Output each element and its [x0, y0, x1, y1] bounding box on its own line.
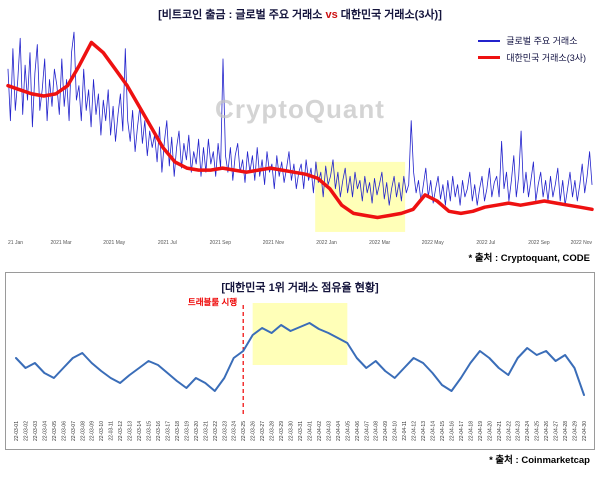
bottom-x-tick-label: 22-03-19 — [184, 421, 190, 441]
bottom-x-tick-label: 22-03-27 — [260, 421, 266, 441]
bottom-x-tick-label: 22-03-15 — [147, 421, 153, 441]
top-x-tick-label: 2022 Jul — [476, 240, 495, 246]
bottom-x-tick-label: 22-03-18 — [175, 421, 181, 441]
bottom-x-tick-label: 22-04-28 — [563, 421, 569, 441]
bottom-x-tick-label: 22-03-02 — [24, 421, 30, 441]
bottom-x-tick-label: 22-04-25 — [535, 421, 541, 441]
bottom-x-tick-label: 22-04-05 — [345, 421, 351, 441]
bottom-x-tick-label: 22-04-01 — [308, 421, 314, 441]
bottom-x-tick-label: 22-03-21 — [203, 421, 209, 441]
bottom-x-tick-label: 22-03-23 — [222, 421, 228, 441]
top-x-tick-label: 2022 Jan — [316, 240, 337, 246]
legend-item-global: 글로벌 주요 거래소 — [478, 34, 586, 47]
bottom-x-tick-label: 22-04-26 — [544, 421, 550, 441]
bottom-x-tick-label: 22-03-08 — [80, 421, 86, 441]
bottom-x-tick-label: 22-04-20 — [487, 421, 493, 441]
top-chart-title-right: 대한민국 거래소(3사)] — [337, 9, 442, 21]
top-x-tick-label: 2022 May — [422, 240, 444, 246]
travel-rule-label: 트래블룰 시행 — [188, 297, 237, 307]
bottom-x-tick-label: 22-03-16 — [156, 421, 162, 441]
bottom-x-tick-label: 22-04-13 — [421, 421, 427, 441]
market-share-line — [15, 322, 585, 396]
bottom-x-tick-label: 22-04-29 — [573, 421, 579, 441]
bottom-x-tick-label: 22-04-03 — [326, 421, 332, 441]
bottom-x-tick-label: 22-04-24 — [525, 421, 531, 441]
bottom-chart-box: [대한민국 1위 거래소 점유율 현황] 트래블룰 시행 22-03-01 22-0… — [5, 272, 595, 450]
bottom-x-tick-label: 22-03-01 — [14, 421, 20, 441]
bottom-x-tick-label: 22-03-17 — [166, 421, 172, 441]
bottom-x-tick-label: 22-04-18 — [468, 421, 474, 441]
top-x-tick-label: 2021 May — [103, 240, 125, 246]
bottom-x-tick-label: 22-04-14 — [431, 421, 437, 441]
bottom-x-tick-label: 22-04-04 — [336, 421, 342, 441]
bottom-x-tick-label: 22-03-10 — [99, 421, 105, 441]
bottom-chart-source: * 출처 : Coinmarketcap — [489, 455, 590, 466]
bottom-x-tick-label: 22-03-12 — [118, 421, 124, 441]
bottom-x-tick-label: 22-03-28 — [270, 421, 276, 441]
top-x-tick-label: 2022 Sep — [528, 240, 550, 246]
legend-label-global: 글로벌 주요 거래소 — [506, 36, 578, 46]
bottom-x-tick-label: 22-04-02 — [317, 421, 323, 441]
bottom-x-tick-label: 22-04-10 — [393, 421, 399, 441]
korea-exchange-line — [6, 40, 594, 220]
bottom-x-tick-label: 22-03-22 — [213, 421, 219, 441]
top-x-tick-label: 2021 Jul — [158, 240, 177, 246]
top-x-tick-label: 2022 Mar — [369, 240, 390, 246]
bottom-x-tick-label: 22-04-09 — [383, 421, 389, 441]
top-chart-source: * 출처 : Cryptoquant, CODE — [468, 253, 590, 264]
bottom-x-tick-label: 22-04-27 — [554, 421, 560, 441]
top-chart-svg: 21 Jan 2021 Mar 2021 May 2021 Jul 2021 Sep 20… — [6, 31, 594, 246]
legend-line-sample-red — [478, 56, 501, 59]
bottom-x-tick-label: 22-04-22 — [506, 421, 512, 441]
bottom-x-tick-label: 22-03-26 — [251, 421, 257, 441]
legend-line-sample-blue — [478, 39, 501, 42]
bottom-x-tick-label: 22-03-24 — [232, 421, 238, 441]
bottom-chart-svg: 트래블룰 시행 22-03-01 22-03-02 22-03-03 22-03-04 2… — [14, 297, 588, 441]
bottom-x-tick-label: 22-03-09 — [90, 421, 96, 441]
top-chart-title-left: [비트코인 출금 : 글로벌 주요 거래소 — [158, 9, 326, 21]
bottom-x-tick-label: 22-03-06 — [61, 421, 67, 441]
top-chart-area: 21 Jan 2021 Mar 2021 May 2021 Jul 2021 Sep 20… — [0, 22, 600, 248]
top-x-tick-label: 2021 Sep — [210, 240, 232, 246]
bottom-x-tick-label: 22-03-31 — [298, 421, 304, 441]
bottom-x-tick-label: 22-04-15 — [440, 421, 446, 441]
bottom-x-tick-label: 22-04-08 — [374, 421, 380, 441]
bottom-x-tick-label: 22-03-20 — [194, 421, 200, 441]
bottom-highlight-band — [252, 303, 348, 365]
bottom-x-tick-label: 22-04-11 — [402, 421, 408, 441]
top-x-tick-label: 2021 Mar — [51, 240, 72, 246]
top-chart-title: [비트코인 출금 : 글로벌 주요 거래소 vs 대한민국 거래소(3사)] — [0, 0, 600, 22]
legend-item-korea: 대한민국 거래소(3사) — [478, 51, 586, 64]
bottom-x-tick-label: 22-03-11 — [109, 421, 115, 441]
bottom-x-tick-label: 22-03-07 — [71, 421, 77, 441]
bottom-x-tick-label: 22-03-14 — [137, 421, 143, 441]
bottom-x-tick-label: 22-04-06 — [355, 421, 361, 441]
bottom-x-tick-label: 22-04-12 — [412, 421, 418, 441]
bottom-x-tick-label: 22-03-25 — [241, 421, 247, 441]
bottom-x-tick-label: 22-03-04 — [42, 421, 48, 441]
bottom-x-tick-label: 22-03-29 — [279, 421, 285, 441]
bottom-x-tick-label: 22-04-21 — [497, 421, 503, 441]
bottom-x-tick-label: 22-04-17 — [459, 421, 465, 441]
top-x-tick-label: 21 Jan — [8, 240, 23, 246]
global-exchange-line — [7, 31, 593, 206]
bottom-x-tick-label: 22-04-30 — [582, 421, 588, 441]
bottom-x-tick-label: 22-04-23 — [516, 421, 522, 441]
top-chart-legend: 글로벌 주요 거래소 대한민국 거래소(3사) — [478, 34, 586, 64]
bottom-x-tick-label: 22-04-19 — [478, 421, 484, 441]
bottom-x-tick-label: 22-04-07 — [364, 421, 370, 441]
bottom-x-tick-label: 22-03-05 — [52, 421, 58, 441]
bottom-x-tick-label: 22-03-30 — [289, 421, 295, 441]
bottom-x-tick-label: 22-03-03 — [33, 421, 39, 441]
bottom-x-tick-label: 22-03-13 — [128, 421, 134, 441]
top-x-tick-label: 2022 Nov — [571, 240, 593, 246]
legend-label-korea: 대한민국 거래소(3사) — [506, 53, 586, 63]
top-x-tick-label: 2021 Nov — [263, 240, 285, 246]
bottom-chart-title: [대한민국 1위 거래소 점유율 현황] — [221, 282, 379, 294]
top-chart-title-vs: vs — [325, 9, 338, 21]
bottom-x-tick-label: 22-04-16 — [450, 421, 456, 441]
top-highlight-band — [315, 161, 406, 232]
